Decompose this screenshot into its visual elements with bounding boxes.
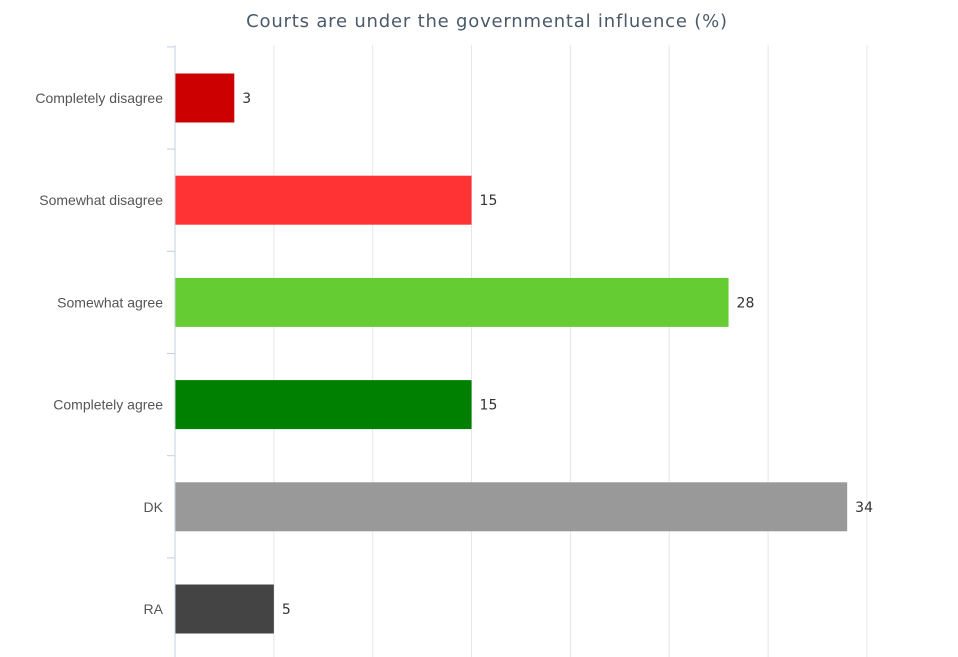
bar-ra <box>175 584 274 634</box>
data-label: 15 <box>480 398 498 414</box>
data-label: 5 <box>282 602 291 618</box>
bar-completely-agree <box>175 380 472 430</box>
data-labels: 3 15 28 15 34 5 <box>242 91 873 618</box>
category-label: RA <box>144 601 164 617</box>
chart-title: Courts are under the governmental influe… <box>246 11 728 32</box>
bar-somewhat-agree <box>175 277 729 327</box>
category-label: DK <box>144 499 164 515</box>
data-label: 15 <box>480 193 498 209</box>
category-labels: Completely disagree Somewhat disagree Some… <box>35 90 163 617</box>
bar-somewhat-disagree <box>175 175 472 225</box>
data-label: 3 <box>242 91 251 107</box>
gridlines <box>167 45 868 657</box>
data-label: 28 <box>737 295 755 311</box>
category-label: Completely disagree <box>35 90 163 106</box>
bars <box>175 73 848 634</box>
category-label: Completely agree <box>53 397 163 413</box>
bar-completely-disagree <box>175 73 235 123</box>
category-label: Somewhat agree <box>57 294 163 310</box>
data-label: 34 <box>855 500 873 516</box>
category-label: Somewhat disagree <box>39 192 163 208</box>
bar-dk <box>175 482 848 532</box>
